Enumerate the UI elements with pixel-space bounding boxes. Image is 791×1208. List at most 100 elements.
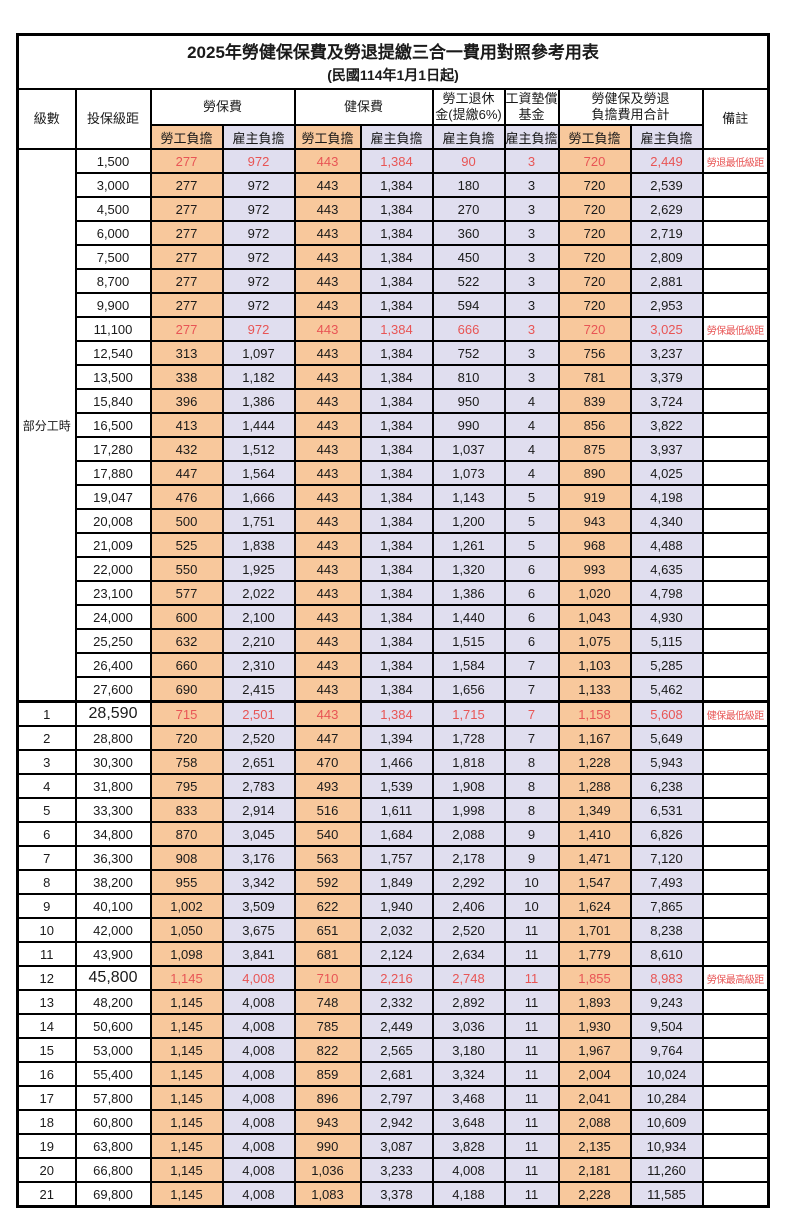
cell-bracket: 21,009	[74, 532, 152, 558]
cell-fund-employer: 11	[503, 1109, 560, 1135]
cell-total-employee: 720	[557, 172, 632, 198]
cell-remark	[701, 1037, 770, 1063]
cell-total-employer: 3,237	[629, 340, 704, 366]
cell-labor-employer: 972	[221, 196, 296, 222]
cell-total-employer: 4,798	[629, 580, 704, 606]
cell-health-employee: 896	[293, 1085, 362, 1111]
cell-bracket: 48,200	[74, 989, 152, 1015]
cell-labor-employer: 972	[221, 172, 296, 198]
table-row: 21,009 525 1,838 443 1,384 1,261 5 968 4,488	[18, 532, 770, 558]
cell-health-employer: 1,384	[359, 292, 434, 318]
cell-bracket: 24,000	[74, 604, 152, 630]
cell-labor-employee: 277	[149, 316, 224, 342]
cell-total-employee: 756	[557, 340, 632, 366]
cell-health-employer: 1,384	[359, 676, 434, 703]
cell-total-employer: 11,260	[629, 1157, 704, 1183]
cell-labor-employee: 476	[149, 484, 224, 510]
cell-pension-employer: 594	[431, 292, 506, 318]
cell-health-employer: 2,449	[359, 1013, 434, 1039]
subheader-labor-employer: 雇主負擔	[221, 124, 296, 150]
cell-level: 8	[16, 869, 77, 895]
cell-level: 14	[16, 1013, 77, 1039]
cell-remark	[701, 1133, 770, 1159]
cell-remark	[701, 1181, 770, 1208]
cell-bracket: 28,800	[74, 725, 152, 751]
cell-bracket: 23,100	[74, 580, 152, 606]
cell-labor-employer: 1,564	[221, 460, 296, 486]
cell-level: 10	[16, 917, 77, 943]
cell-health-employee: 443	[293, 316, 362, 342]
cell-total-employer: 7,493	[629, 869, 704, 895]
cell-pension-employer: 522	[431, 268, 506, 294]
cell-bracket: 45,800	[74, 965, 152, 991]
cell-labor-employee: 660	[149, 652, 224, 678]
cell-fund-employer: 10	[503, 893, 560, 919]
cell-fund-employer: 6	[503, 604, 560, 630]
cell-total-employee: 890	[557, 460, 632, 486]
table-row: 13,500 338 1,182 443 1,384 810 3 781 3,379	[18, 364, 770, 390]
cell-level: 12	[16, 965, 77, 991]
cell-total-employer: 2,719	[629, 220, 704, 246]
cell-health-employer: 1,384	[359, 460, 434, 486]
cell-health-employee: 443	[293, 580, 362, 606]
cell-pension-employer: 3,324	[431, 1061, 506, 1087]
cell-total-employee: 1,075	[557, 628, 632, 654]
cell-labor-employee: 870	[149, 821, 224, 847]
cell-health-employer: 1,384	[359, 364, 434, 390]
cell-labor-employer: 1,386	[221, 388, 296, 414]
cell-pension-employer: 3,036	[431, 1013, 506, 1039]
header-group-row: 級數 投保級距 勞保費 健保費 勞工退休 金(提繳6%) 工資墊償 基金 勞健保及勞…	[16, 88, 770, 150]
cell-remark	[701, 532, 770, 558]
cell-health-employee: 859	[293, 1061, 362, 1087]
cell-bracket: 43,900	[74, 941, 152, 967]
cell-health-employer: 1,684	[359, 821, 434, 847]
cell-total-employee: 943	[557, 508, 632, 534]
cell-health-employer: 1,611	[359, 797, 434, 823]
cell-pension-employer: 2,406	[431, 893, 506, 919]
cell-health-employee: 443	[293, 340, 362, 366]
cell-pension-employer: 752	[431, 340, 506, 366]
cell-pension-employer: 1,515	[431, 628, 506, 654]
cell-bracket: 33,300	[74, 797, 152, 823]
cell-fund-employer: 4	[503, 460, 560, 486]
cell-total-employer: 4,930	[629, 604, 704, 630]
cell-bracket: 11,100	[74, 316, 152, 342]
cell-labor-employee: 632	[149, 628, 224, 654]
cell-pension-employer: 3,180	[431, 1037, 506, 1063]
cell-remark	[701, 989, 770, 1015]
cell-health-employee: 443	[293, 508, 362, 534]
table-row: 17,280 432 1,512 443 1,384 1,037 4 875 3,937	[18, 436, 770, 462]
table-row: 11 43,900 1,098 3,841 681 2,124 2,634 11 1,779 8,…	[16, 941, 770, 967]
cell-labor-employee: 277	[149, 172, 224, 198]
cell-remark	[701, 436, 770, 462]
cell-bracket: 1,500	[74, 148, 152, 174]
cell-health-employer: 1,849	[359, 869, 434, 895]
cell-pension-employer: 990	[431, 412, 506, 438]
cell-pension-employer: 1,320	[431, 556, 506, 582]
cell-pension-employer: 2,634	[431, 941, 506, 967]
cell-health-employee: 1,036	[293, 1157, 362, 1183]
cell-labor-employee: 1,145	[149, 1037, 224, 1063]
cell-labor-employee: 715	[149, 700, 224, 727]
cell-pension-employer: 1,261	[431, 532, 506, 558]
cell-fund-employer: 3	[503, 268, 560, 294]
cell-fund-employer: 7	[503, 652, 560, 678]
cell-labor-employer: 2,783	[221, 773, 296, 799]
cell-total-employee: 993	[557, 556, 632, 582]
header-labor-insurance: 勞保費	[149, 88, 296, 126]
cell-total-employer: 2,539	[629, 172, 704, 198]
cell-health-employer: 1,384	[359, 268, 434, 294]
cell-labor-employer: 2,100	[221, 604, 296, 630]
cell-total-employee: 1,701	[557, 917, 632, 943]
cell-remark	[701, 412, 770, 438]
cell-pension-employer: 1,715	[431, 700, 506, 727]
cell-level: 21	[16, 1181, 77, 1208]
cell-level: 16	[16, 1061, 77, 1087]
cell-bracket: 3,000	[74, 172, 152, 198]
cell-remark	[701, 893, 770, 919]
cell-bracket: 60,800	[74, 1109, 152, 1135]
header-remark: 備註	[701, 88, 770, 150]
cell-fund-employer: 3	[503, 316, 560, 342]
table-row: 6 34,800 870 3,045 540 1,684 2,088 9 1,410 6,826	[16, 821, 770, 847]
cell-labor-employer: 2,022	[221, 580, 296, 606]
